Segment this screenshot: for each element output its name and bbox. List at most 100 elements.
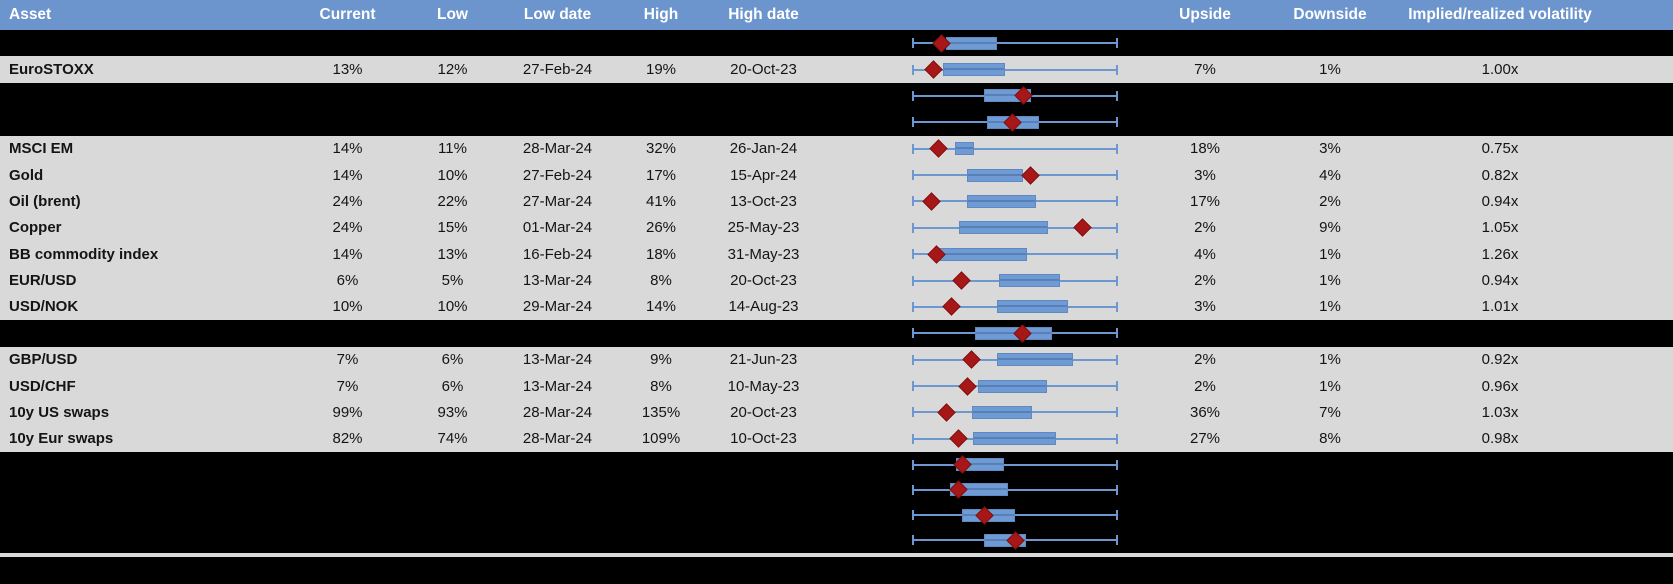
cell-high_date: 10-Oct-23 <box>730 430 797 448</box>
range-box <box>996 353 1074 367</box>
cell-asset: USD/NOK <box>9 298 79 316</box>
range-box <box>973 432 1056 446</box>
range-box <box>942 63 1005 77</box>
cell-current: 24% <box>332 219 363 237</box>
table-row: BB commodity index 14% 13% 16-Feb-24 18% 31-M… <box>0 241 1673 268</box>
table-row: USD/CHF 7% 6% 13-Mar-24 8% 10-May-23 2% 1% 0.96x <box>0 372 1673 400</box>
cell-low: 6% <box>441 351 464 369</box>
whisker-cap-right <box>1116 90 1118 101</box>
footer-black-band <box>0 557 1673 584</box>
cell-high: 9% <box>650 351 672 369</box>
boxplot <box>815 136 1130 162</box>
cell-downside: 2% <box>1319 192 1341 210</box>
whisker-cap-left <box>912 328 914 339</box>
current-diamond-marker <box>942 297 961 317</box>
whisker-cap-left <box>912 170 914 181</box>
cell-downside: 1% <box>1319 298 1341 316</box>
boxplot <box>815 320 1130 346</box>
whisker-cap-left <box>912 249 914 260</box>
whisker-cap-left <box>912 143 914 154</box>
cell-low_date: 28-Mar-24 <box>522 430 593 448</box>
current-diamond-marker <box>937 403 956 422</box>
boxplot <box>815 109 1130 135</box>
cell-asset: 10y US swaps <box>9 403 110 421</box>
whisker-line <box>913 463 1117 466</box>
whisker-cap-left <box>912 90 914 101</box>
cell-current: 82% <box>332 430 363 448</box>
current-diamond-marker <box>922 192 941 211</box>
column-header-implied: Implied/realized volatility <box>1408 6 1592 23</box>
column-header-upside: Upside <box>1179 6 1231 23</box>
table-row: EUR/USD 6% 5% 13-Mar-24 8% 20-Oct-23 2% 1% 0.94x <box>0 267 1673 294</box>
range-box <box>998 274 1060 288</box>
cell-implied: 0.92x <box>1481 351 1519 369</box>
current-diamond-marker <box>949 429 969 449</box>
cell-downside: 1% <box>1319 61 1341 79</box>
cell-implied: 1.26x <box>1481 245 1519 263</box>
boxplot <box>815 30 1130 56</box>
header-row: Asset Current Low Low date High High date Upsi… <box>0 0 1673 30</box>
cell-high: 19% <box>645 61 677 79</box>
boxplot <box>815 294 1130 320</box>
cell-asset: MSCI EM <box>9 140 74 158</box>
cell-downside: 3% <box>1319 140 1341 158</box>
cell-low: 74% <box>437 430 468 448</box>
whisker-cap-right <box>1116 407 1118 418</box>
current-diamond-marker <box>929 139 948 158</box>
boxplot <box>815 162 1130 188</box>
cell-upside: 17% <box>1189 192 1221 210</box>
cell-low_date: 16-Feb-24 <box>522 245 593 263</box>
whisker-cap-right <box>1116 249 1118 260</box>
cell-high_date: 14-Aug-23 <box>728 298 799 316</box>
cell-low_date: 13-Mar-24 <box>522 377 593 395</box>
cell-high: 109% <box>641 430 681 448</box>
whisker-cap-right <box>1116 143 1118 154</box>
cell-low_date: 29-Mar-24 <box>522 298 593 316</box>
cell-low: 10% <box>437 166 468 184</box>
cell-downside: 8% <box>1319 430 1341 448</box>
cell-implied: 0.94x <box>1481 272 1519 290</box>
whisker-line <box>913 68 1117 71</box>
range-box <box>967 194 1037 208</box>
cell-high_date: 15-Apr-24 <box>730 166 797 184</box>
whisker-cap-left <box>912 275 914 286</box>
cell-low: 6% <box>441 377 464 395</box>
cell-asset: 10y Eur swaps <box>9 430 114 448</box>
cell-low_date: 27-Mar-24 <box>522 192 593 210</box>
range-box <box>958 221 1048 235</box>
cell-high_date: 20-Oct-23 <box>730 272 797 290</box>
cell-implied: 0.75x <box>1481 140 1519 158</box>
cell-low: 15% <box>437 219 468 237</box>
whisker-cap-right <box>1116 510 1118 521</box>
cell-implied: 0.94x <box>1481 192 1519 210</box>
cell-upside: 27% <box>1189 430 1221 448</box>
whisker-cap-right <box>1116 64 1118 75</box>
cell-current: 13% <box>332 61 363 79</box>
cell-high_date: 13-Oct-23 <box>730 192 797 210</box>
whisker-line <box>913 488 1117 491</box>
cell-low: 11% <box>438 140 467 158</box>
cell-downside: 1% <box>1319 245 1341 263</box>
cell-current: 24% <box>332 192 363 210</box>
whisker-cap-left <box>912 196 914 207</box>
cell-asset: EUR/USD <box>9 272 77 290</box>
table-row: EuroSTOXX 13% 12% 27-Feb-24 19% 20-Oct-23 7% 1%… <box>0 56 1673 83</box>
hidden-row <box>0 30 1673 57</box>
boxplot <box>815 188 1130 214</box>
whisker-cap-right <box>1116 381 1118 392</box>
column-header-low: Low <box>437 6 468 23</box>
current-diamond-marker <box>1073 218 1092 238</box>
current-diamond-marker <box>961 350 981 369</box>
table-row: Gold 14% 10% 27-Feb-24 17% 15-Apr-24 3% 4% 0.82x <box>0 161 1673 189</box>
cell-upside: 4% <box>1194 245 1216 263</box>
whisker-cap-left <box>912 64 914 75</box>
boxplot <box>815 503 1130 528</box>
whisker-cap-left <box>912 407 914 418</box>
bottom-gray-strip <box>0 553 1673 557</box>
boxplot <box>815 452 1130 477</box>
whisker-cap-left <box>912 535 914 546</box>
boxplot <box>815 426 1130 452</box>
cell-low_date: 28-Mar-24 <box>522 140 593 158</box>
hidden-row <box>0 477 1673 503</box>
